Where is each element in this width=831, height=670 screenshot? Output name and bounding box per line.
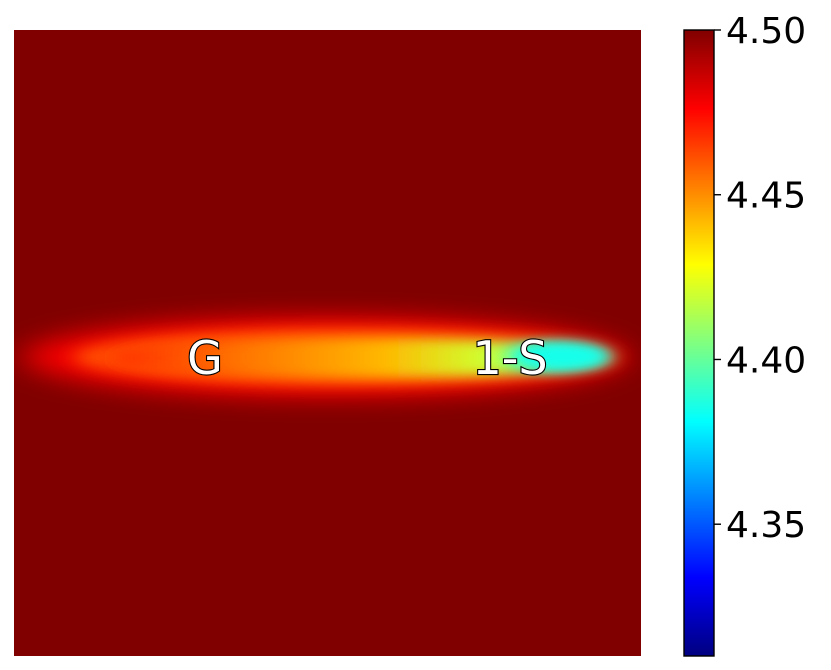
- heatmap-stripe: [23, 317, 627, 397]
- heatmap-plot-area: [14, 30, 641, 656]
- colorbar-tick-label: 4.50: [726, 11, 806, 52]
- stripe-core: [112, 338, 608, 378]
- annotation-g: G: [187, 331, 223, 385]
- colorbar-tick-label: 4.35: [726, 505, 806, 546]
- colorbar-gradient: [684, 30, 714, 656]
- colorbar-tick-label: 4.45: [726, 176, 806, 217]
- colorbar-ticks: 4.35 4.40 4.45 4.50: [714, 11, 806, 546]
- colorbar: 4.35 4.40 4.45 4.50: [683, 11, 806, 657]
- colorbar-border: [683, 29, 715, 657]
- colorbar-tick-label: 4.40: [726, 340, 806, 381]
- stripe-hotspot: [510, 341, 610, 371]
- annotation-1-s: 1-S: [472, 331, 547, 385]
